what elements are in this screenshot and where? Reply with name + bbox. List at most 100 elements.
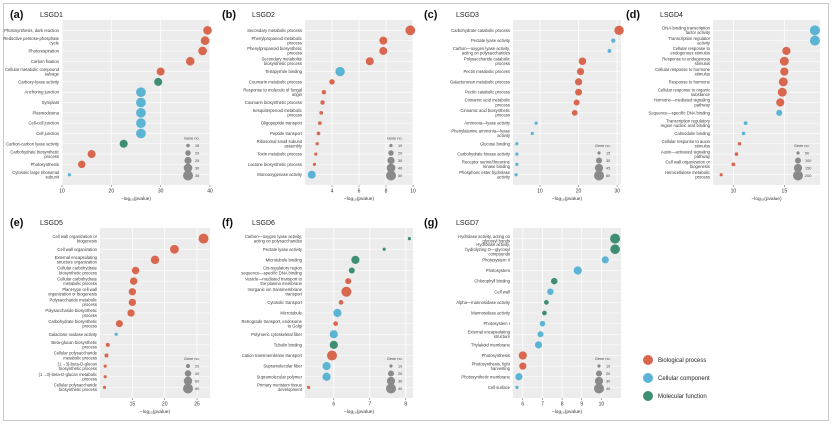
term-label: Photosynthesis, dark reaction — [4, 28, 60, 33]
size-legend-dot — [386, 376, 396, 386]
term-label: Photosynthetic membrane — [461, 374, 510, 379]
term-label: Cellular polysaccharide metabolic process — [54, 351, 98, 361]
data-point — [307, 385, 311, 389]
data-point — [329, 340, 338, 349]
data-point — [515, 142, 519, 146]
size-legend-dot — [595, 370, 603, 377]
size-legend-dot — [183, 170, 193, 181]
size-legend-label: 30 — [606, 159, 610, 163]
size-legend-dot — [186, 143, 190, 148]
x-tick-label: 6 — [521, 402, 524, 408]
data-point — [156, 67, 165, 76]
data-point — [576, 67, 585, 76]
size-legend-label: 45 — [606, 166, 610, 170]
data-point — [67, 173, 71, 177]
term-label: DNA-binding transcription factor activity — [662, 26, 711, 36]
term-label: Retrograde transport, endosome to Golgi — [241, 319, 302, 329]
data-point — [104, 353, 109, 358]
size-legend-label: 15 — [195, 144, 199, 148]
term-label: Ammonia—lyase activity — [464, 121, 511, 126]
term-label: Carbon-carbon lyase activity — [6, 141, 60, 146]
data-point — [128, 288, 137, 296]
term-label: Anchoring junction — [25, 90, 60, 95]
data-point — [550, 277, 558, 285]
term-label: Inorganic ion transmembrane transport — [248, 287, 303, 297]
x-axis-label: −log₁₀(pvalue) — [140, 409, 171, 415]
data-point — [317, 121, 322, 125]
x-tick-label: 30 — [158, 189, 164, 195]
data-point — [322, 372, 331, 381]
panel-lsgd1: (a) LSGD1 Photosynthesis, dark reaction Red… — [3, 9, 213, 202]
data-point — [611, 38, 616, 43]
data-point — [365, 57, 374, 66]
color-legend-label: Cellular component — [658, 376, 710, 382]
x-tick-label: 8 — [561, 402, 564, 408]
data-point — [103, 364, 107, 368]
data-point — [315, 142, 319, 146]
size-legend-label: 20 — [398, 151, 402, 155]
size-legend-label: 10 — [398, 144, 402, 148]
term-label: Cellular carbohydrate biosynthetic proces… — [57, 266, 97, 276]
term-label: Tubulin binding — [274, 342, 303, 347]
data-point — [515, 152, 519, 156]
term-label: Cell wall organization — [57, 247, 97, 252]
term-label: Ribosomal small subunit assembly — [257, 139, 303, 149]
term-label: Cinnamic acid metabolic process — [465, 98, 510, 108]
term-label: Pectin catabolic process — [465, 90, 510, 95]
size-legend-dot — [594, 383, 604, 394]
size-legend-dot — [594, 163, 604, 173]
term-label: Sequence—specific DNA binding — [649, 110, 711, 115]
data-point — [574, 78, 583, 86]
data-point — [542, 310, 547, 316]
x-tick-label: 15 — [782, 189, 788, 195]
term-label: Calmodulin binding — [674, 131, 710, 136]
data-point — [333, 321, 338, 326]
size-legend-dot — [183, 383, 193, 394]
term-label: Chlorophyll binding — [474, 279, 510, 284]
data-point — [105, 342, 110, 347]
term-label: Pectate lyase activity — [263, 247, 303, 252]
term-label: Response to hormone — [669, 79, 711, 84]
size-legend-label: 30 — [606, 379, 610, 383]
term-label: Thylakoid membrane — [471, 342, 511, 347]
size-legend-dot — [594, 170, 604, 181]
term-label: Cellular metabolic compound salvage — [5, 67, 60, 77]
data-point — [719, 173, 723, 177]
size-legend-dot — [184, 156, 192, 165]
term-label: Reductive pentose-phosphate cycle — [3, 36, 59, 46]
data-point — [737, 141, 742, 146]
term-label: Cell wall organization or biogenesis — [53, 234, 98, 244]
data-point — [809, 25, 820, 36]
data-point — [154, 77, 163, 86]
x-tick-label: 6 — [332, 402, 335, 408]
size-legend-dot — [386, 163, 396, 173]
term-label: Transcription regulatory region nucleic a… — [661, 118, 711, 128]
size-legend-dot — [595, 157, 603, 164]
data-point — [573, 99, 580, 106]
data-point — [573, 266, 582, 275]
data-point — [115, 320, 123, 328]
term-label: Galacturonan metabolic process — [450, 79, 510, 84]
term-label: Sesquiterpenoid metabolic process — [253, 108, 302, 118]
term-label: Cell wall organization or biogenesis — [666, 160, 711, 170]
x-tick-label: 10 — [599, 402, 605, 408]
data-point — [407, 237, 411, 241]
term-label: Coumarin metabolic process — [249, 79, 302, 84]
x-tick-label: 25 — [194, 402, 200, 408]
data-point — [530, 131, 534, 136]
size-legend-label: 10 — [398, 364, 402, 368]
data-point — [544, 300, 549, 305]
term-label: Vesicle—mediated transport to the plasma … — [245, 276, 303, 286]
panel-lsgd7: (g) LSGD7 Hydrolase activity, acting on gly… — [424, 217, 621, 415]
x-axis-label: −log₁₀(pvalue) — [121, 196, 152, 202]
term-label: Cell surface — [488, 385, 511, 390]
data-point — [614, 25, 624, 36]
size-legend-dot — [183, 376, 193, 386]
x-axis-label: −log₁₀(pvalue) — [344, 196, 375, 202]
data-point — [87, 150, 96, 159]
term-label: Polysaccharide metabolic process — [50, 298, 97, 308]
data-point — [198, 46, 207, 56]
data-point — [741, 131, 746, 136]
data-point — [345, 278, 352, 285]
data-point — [778, 77, 788, 87]
